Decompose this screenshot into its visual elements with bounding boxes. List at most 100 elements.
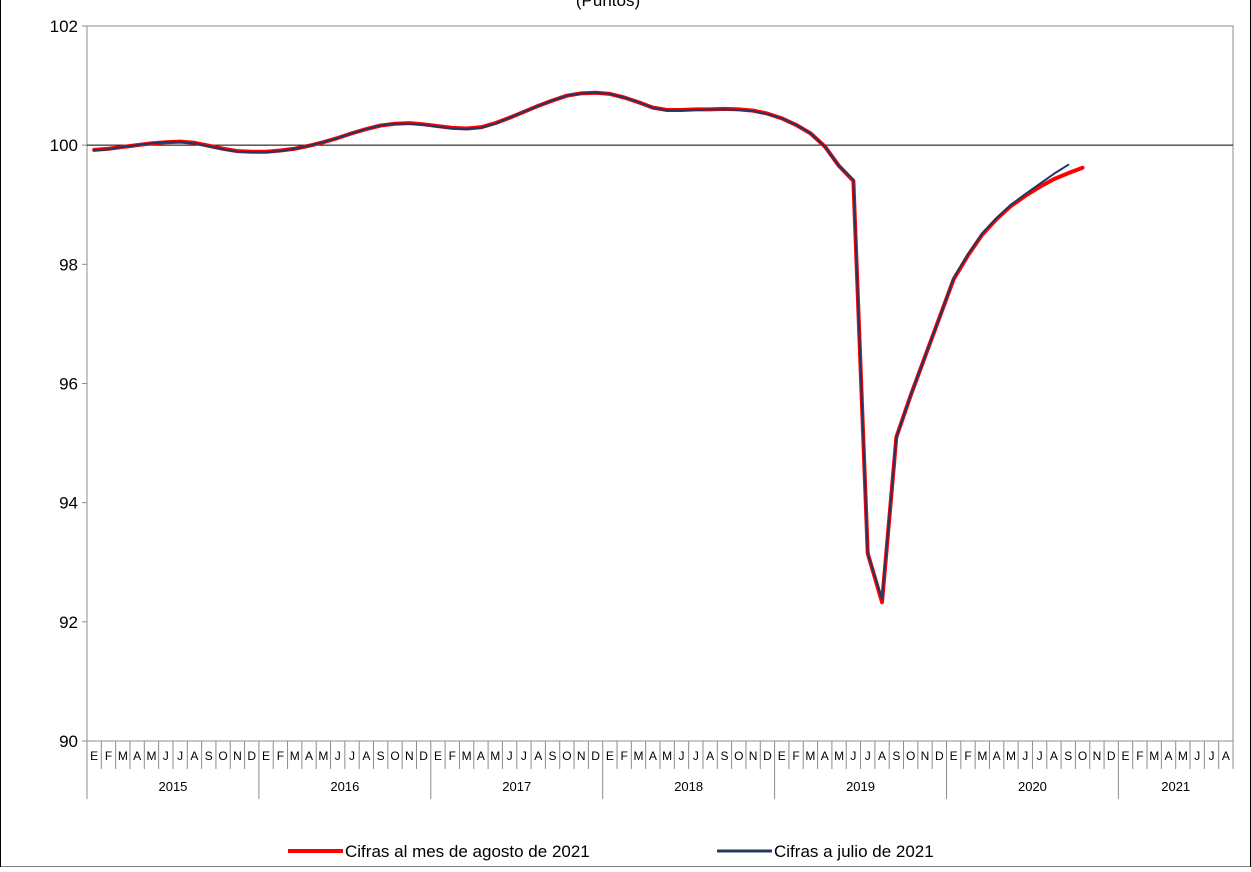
month-tick-label: F — [277, 749, 284, 763]
month-tick-label: E — [950, 749, 958, 763]
y-tick-label: 92 — [59, 613, 78, 632]
month-tick-label: S — [205, 749, 213, 763]
month-tick-label: E — [778, 749, 786, 763]
month-tick-label: N — [1093, 749, 1102, 763]
month-tick-label: D — [419, 749, 428, 763]
month-tick-label: O — [1078, 749, 1087, 763]
series-line-2 — [93, 91, 1070, 601]
month-tick-label: J — [349, 749, 355, 763]
month-tick-label: M — [118, 749, 128, 763]
month-tick-label: M — [146, 749, 156, 763]
month-tick-label: S — [720, 749, 728, 763]
month-tick-label: F — [792, 749, 799, 763]
month-tick-label: A — [362, 749, 370, 763]
month-tick-label: A — [878, 749, 886, 763]
y-tick-label: 90 — [59, 732, 78, 751]
month-tick-label: J — [1037, 749, 1043, 763]
month-tick-label: N — [233, 749, 242, 763]
month-tick-label: M — [805, 749, 815, 763]
chart-title: (Puntos) — [576, 0, 640, 10]
y-tick-label: 100 — [50, 136, 78, 155]
year-tick-label: 2016 — [330, 779, 359, 794]
month-tick-label: D — [247, 749, 256, 763]
y-tick-label: 98 — [59, 255, 78, 274]
month-tick-label: A — [1222, 749, 1230, 763]
month-tick-label: A — [534, 749, 542, 763]
month-tick-label: M — [634, 749, 644, 763]
month-tick-label: F — [449, 749, 456, 763]
month-tick-label: M — [1149, 749, 1159, 763]
legend-label-1: Cifras al mes de agosto de 2021 — [345, 842, 590, 861]
month-tick-label: J — [693, 749, 699, 763]
month-tick-label: D — [763, 749, 772, 763]
month-tick-label: F — [1136, 749, 1143, 763]
y-axis: 90 92 94 96 98 100 102 — [50, 17, 87, 751]
month-tick-label: M — [290, 749, 300, 763]
month-tick-label: J — [1209, 749, 1215, 763]
month-tick-label: A — [993, 749, 1001, 763]
month-tick-label: M — [462, 749, 472, 763]
month-tick-label: S — [892, 749, 900, 763]
month-tick-label: J — [865, 749, 871, 763]
month-tick-label: E — [262, 749, 270, 763]
month-tick-label: F — [105, 749, 112, 763]
month-tick-label: A — [649, 749, 657, 763]
month-tick-label: E — [434, 749, 442, 763]
y-tick-label: 96 — [59, 375, 78, 394]
month-tick-label: O — [562, 749, 571, 763]
year-tick-label: 2020 — [1018, 779, 1047, 794]
month-tick-label: F — [621, 749, 628, 763]
month-tick-label: A — [706, 749, 714, 763]
month-tick-label: O — [218, 749, 227, 763]
series-layer — [92, 90, 1085, 605]
month-tick-label: A — [190, 749, 198, 763]
month-tick-label: J — [177, 749, 183, 763]
month-tick-label: M — [662, 749, 672, 763]
month-tick-label: M — [977, 749, 987, 763]
month-tick-label: J — [1194, 749, 1200, 763]
plot-area — [86, 25, 1234, 742]
month-tick-label: O — [734, 749, 743, 763]
month-tick-label: A — [1165, 749, 1173, 763]
month-tick-label: D — [591, 749, 600, 763]
month-tick-label: J — [678, 749, 684, 763]
month-tick-label: D — [935, 749, 944, 763]
month-tick-label: F — [964, 749, 971, 763]
year-tick-label: 2017 — [502, 779, 531, 794]
month-tick-label: E — [90, 749, 98, 763]
year-tick-label: 2018 — [674, 779, 703, 794]
month-tick-label: N — [577, 749, 586, 763]
year-tick-label: 2015 — [158, 779, 187, 794]
legend: Cifras al mes de agosto de 2021 Cifras a … — [288, 842, 934, 861]
y-tick-label: 94 — [59, 494, 78, 513]
year-tick-label: 2021 — [1161, 779, 1190, 794]
month-tick-label: N — [405, 749, 414, 763]
month-tick-label: O — [906, 749, 915, 763]
month-tick-label: N — [749, 749, 758, 763]
month-tick-label: S — [1064, 749, 1072, 763]
month-tick-label: D — [1107, 749, 1116, 763]
month-tick-label: A — [133, 749, 141, 763]
month-tick-label: S — [549, 749, 557, 763]
month-tick-label: S — [377, 749, 385, 763]
month-tick-label: A — [1050, 749, 1058, 763]
month-tick-label: E — [606, 749, 614, 763]
month-tick-label: J — [1022, 749, 1028, 763]
month-tick-label: E — [1122, 749, 1130, 763]
month-tick-label: J — [850, 749, 856, 763]
plot-frame — [86, 25, 1234, 742]
month-tick-label: J — [507, 749, 513, 763]
month-tick-label: M — [834, 749, 844, 763]
year-tick-label: 2019 — [846, 779, 875, 794]
month-tick-label: M — [1178, 749, 1188, 763]
month-tick-label: M — [318, 749, 328, 763]
month-tick-label: M — [490, 749, 500, 763]
legend-label-2: Cifras a julio de 2021 — [774, 842, 934, 861]
month-tick-label: J — [521, 749, 527, 763]
y-tick-label: 102 — [50, 17, 78, 36]
month-tick-label: M — [1006, 749, 1016, 763]
month-tick-label: O — [390, 749, 399, 763]
